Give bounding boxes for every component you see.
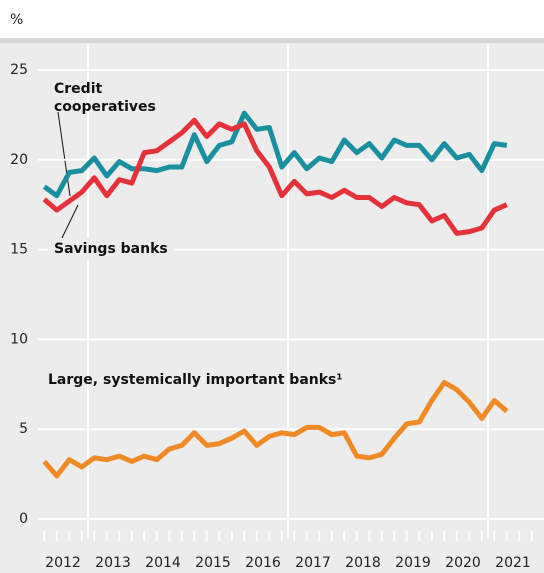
x-tick-label: 2016 bbox=[245, 555, 281, 571]
y-tick-label: 20 bbox=[10, 152, 28, 168]
pointer-line bbox=[57, 111, 71, 197]
y-tick-label: 15 bbox=[10, 242, 28, 258]
x-tick-label: 2012 bbox=[45, 555, 81, 571]
x-tick-label: 2020 bbox=[445, 555, 481, 571]
x-tick-label: 2013 bbox=[95, 555, 131, 571]
y-unit: % bbox=[10, 12, 23, 28]
y-tick-label: 0 bbox=[19, 511, 28, 527]
y-tick-label: 10 bbox=[10, 331, 28, 347]
plot-background bbox=[0, 38, 544, 573]
x-tick-label: 2021 bbox=[495, 555, 531, 571]
x-tick-label: 2019 bbox=[395, 555, 431, 571]
series-line bbox=[42, 110, 508, 199]
x-tick-label: 2018 bbox=[345, 555, 381, 571]
top-rule bbox=[0, 38, 544, 43]
series-line bbox=[42, 380, 509, 479]
series-line bbox=[42, 117, 508, 236]
pointer-line bbox=[61, 204, 79, 239]
series-label: Credit cooperatives bbox=[54, 81, 156, 115]
x-tick-label: 2015 bbox=[195, 555, 231, 571]
y-tick-label: 5 bbox=[19, 421, 28, 437]
series-label: Savings banks bbox=[48, 238, 174, 260]
x-tick-label: 2014 bbox=[145, 555, 181, 571]
series-label: Large, systemically important banks¹ bbox=[48, 372, 343, 388]
x-tick-label: 2017 bbox=[295, 555, 331, 571]
y-tick-label: 25 bbox=[10, 62, 28, 78]
